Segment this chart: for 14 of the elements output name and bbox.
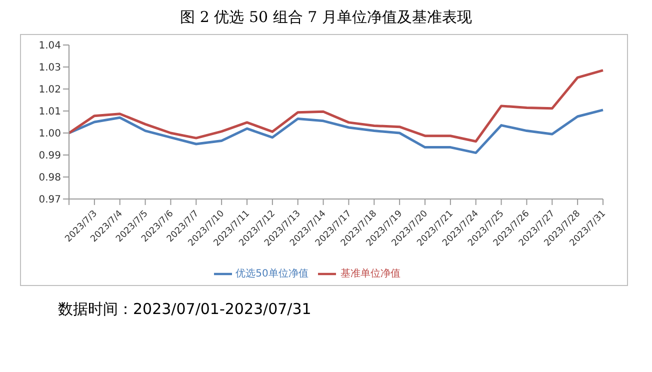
legend-label: 基准单位净值 (340, 268, 400, 280)
line-series (68, 69, 604, 143)
y-tick-label: 1.01 (38, 106, 61, 118)
line-series (68, 108, 604, 154)
y-tick-label: 1.02 (38, 84, 61, 96)
y-tick-label: 1.03 (38, 62, 61, 74)
y-tick-label: 0.99 (38, 150, 61, 162)
y-tick-label: 0.98 (38, 172, 61, 184)
text: 数据时间：2023/07/01-2023/07/31 (58, 300, 312, 319)
y-tick-label: 0.97 (38, 194, 61, 206)
legend-label: 优选50单位净值 (236, 268, 308, 280)
y-tick-label: 1.00 (38, 128, 61, 140)
chart-title: 图 2 优选 50 组合 7 月单位净值及基准表现 (179, 8, 473, 28)
y-tick-label: 1.04 (38, 40, 61, 52)
